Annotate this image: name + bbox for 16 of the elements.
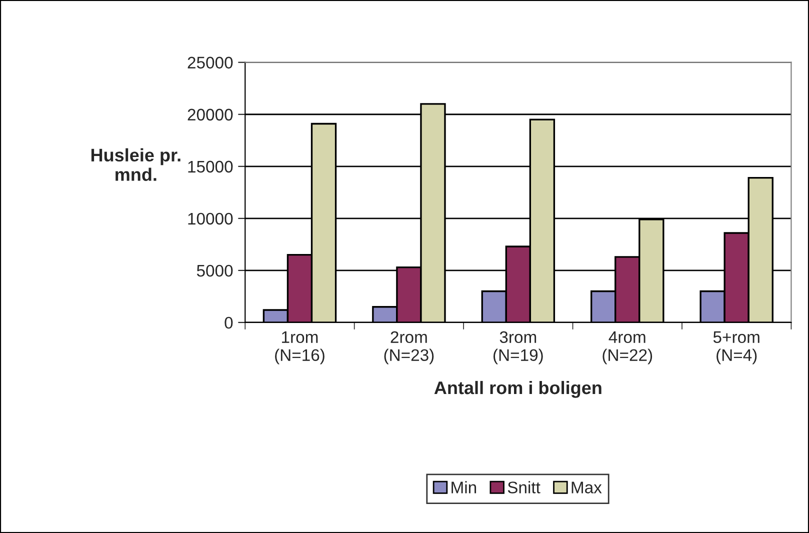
y-tick-label: 20000 <box>188 108 233 121</box>
y-tick-label: 0 <box>224 316 233 329</box>
y-tick-label: 5000 <box>196 264 233 277</box>
legend-label: Snitt <box>508 481 540 494</box>
x-tick-label: 3rom (N=19) <box>493 331 543 364</box>
y-tick-label: 25000 <box>188 56 233 69</box>
x-axis-title: Antall rom i boligen <box>434 380 602 398</box>
x-tick-label: 2rom (N=23) <box>384 331 434 364</box>
x-tick-label: 4rom (N=22) <box>602 331 652 364</box>
legend-label: Max <box>572 482 602 494</box>
y-tick-label: 15000 <box>188 160 233 173</box>
x-tick-label: 1rom (N=16) <box>275 331 324 364</box>
x-tick-label: 5+rom (N=4) <box>713 331 760 364</box>
legend-label: Min <box>452 481 476 494</box>
y-axis-title: Husleie pr. mnd. <box>91 148 180 181</box>
y-tick-label: 10000 <box>188 212 233 225</box>
